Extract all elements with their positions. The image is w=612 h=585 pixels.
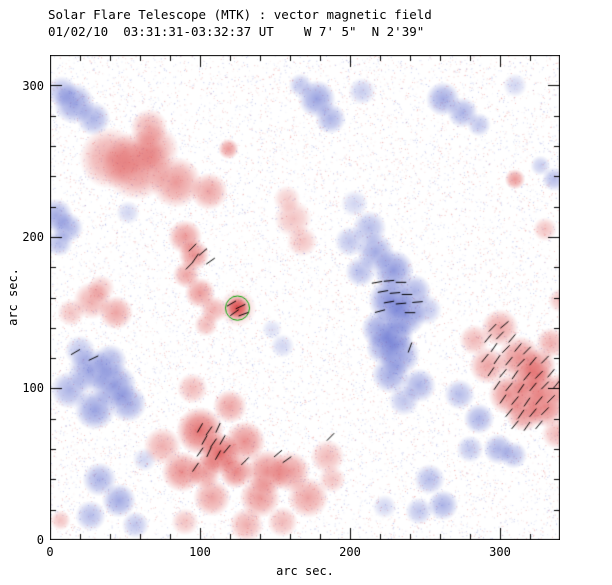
y-tick-label: 100 [22, 381, 44, 395]
x-tick-label: 200 [339, 545, 361, 559]
plot-area [50, 55, 560, 540]
x-tick-label: 300 [489, 545, 511, 559]
y-axis-label: arc sec. [6, 268, 20, 326]
y-tick-label: 0 [36, 533, 44, 547]
magnetogram-canvas [50, 55, 560, 540]
x-tick-label: 100 [189, 545, 211, 559]
x-tick-label: 0 [46, 545, 54, 559]
y-tick-label: 200 [22, 230, 44, 244]
figure-title: Solar Flare Telescope (MTK) : vector mag… [48, 7, 432, 22]
figure-subtitle: 01/02/10 03:31:31-03:32:37 UT W 7' 5" N … [48, 24, 425, 39]
x-axis-label: arc sec. [276, 564, 334, 578]
y-tick-label: 300 [22, 79, 44, 93]
